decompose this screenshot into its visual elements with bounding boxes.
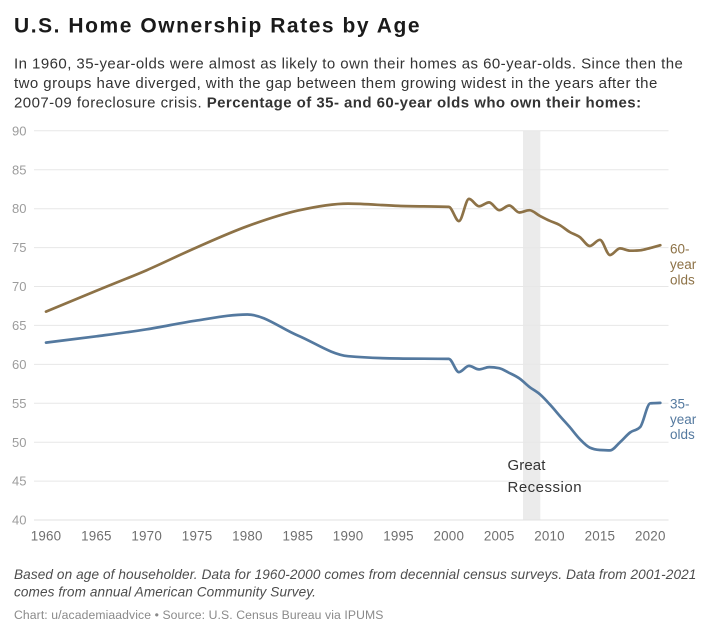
svg-text:2000: 2000 [434,529,465,544]
svg-text:In 1960, 35-year-olds were alm: In 1960, 35-year-olds were almost as lik… [14,55,683,72]
svg-text:2015: 2015 [585,529,616,544]
svg-text:45: 45 [12,474,26,489]
svg-text:year: year [670,412,697,427]
svg-text:1975: 1975 [182,529,213,544]
svg-text:50: 50 [12,435,26,450]
svg-text:1990: 1990 [333,529,364,544]
svg-text:1960: 1960 [31,529,62,544]
svg-text:35-: 35- [670,396,690,411]
svg-text:60-: 60- [670,242,690,257]
svg-text:2007-09 foreclosure crisis. Pe: 2007-09 foreclosure crisis. Percentage o… [14,94,642,111]
svg-text:60: 60 [12,357,26,372]
svg-text:Recession: Recession [508,479,583,496]
svg-text:olds: olds [670,272,695,287]
svg-text:1965: 1965 [81,529,112,544]
svg-text:90: 90 [12,123,26,138]
svg-text:85: 85 [12,162,26,177]
svg-text:1980: 1980 [232,529,263,544]
svg-text:75: 75 [12,240,26,255]
svg-text:2005: 2005 [484,529,515,544]
svg-text:two groups have diverged, with: two groups have diverged, with the gap b… [14,75,658,92]
svg-text:2020: 2020 [635,529,666,544]
svg-text:year: year [670,257,697,272]
svg-text:65: 65 [12,318,26,333]
svg-text:40: 40 [12,513,26,528]
svg-text:comes from annual American Com: comes from annual American Community Sur… [14,585,316,600]
svg-text:1995: 1995 [383,529,414,544]
svg-text:2010: 2010 [534,529,565,544]
svg-text:55: 55 [12,396,26,411]
svg-text:70: 70 [12,279,26,294]
svg-text:Chart: u/academiaadvice • Sour: Chart: u/academiaadvice • Source: U.S. C… [14,608,384,622]
svg-text:Great: Great [508,457,547,474]
svg-text:1970: 1970 [131,529,162,544]
svg-text:U.S. Home Ownership Rates by A: U.S. Home Ownership Rates by Age [14,14,421,37]
svg-text:olds: olds [670,427,695,442]
svg-text:Based on age of householder. D: Based on age of householder. Data for 19… [14,567,696,582]
svg-text:80: 80 [12,201,26,216]
svg-text:1985: 1985 [283,529,314,544]
